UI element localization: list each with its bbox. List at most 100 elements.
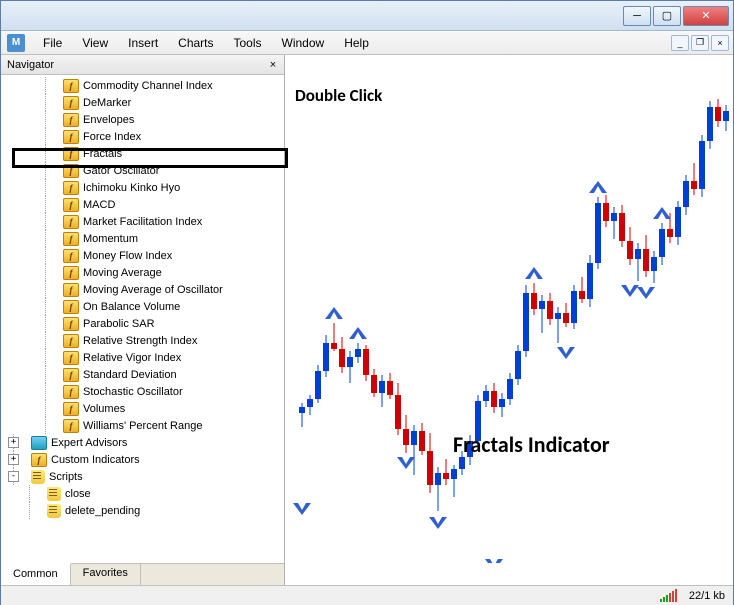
tree-item-relative-strength-index[interactable]: f Relative Strength Index (5, 332, 284, 349)
window-titlebar: ─ ▢ ✕ (1, 1, 733, 31)
tree-label: MACD (83, 199, 115, 211)
app-icon: M (7, 34, 25, 52)
indicator-icon: f (63, 96, 79, 110)
tree-label: Scripts (49, 471, 83, 483)
tree-label: Commodity Channel Index (83, 80, 213, 92)
tree-label: Volumes (83, 403, 125, 415)
connection-bars-icon (660, 590, 677, 602)
nav-tab-favorites[interactable]: Favorites (71, 564, 141, 585)
tree-item-standard-deviation[interactable]: fStandard Deviation (5, 366, 284, 383)
indicator-icon: f (63, 334, 79, 348)
mdi-restore-button[interactable]: ❐ (691, 35, 709, 51)
annotation: Double Click (295, 85, 382, 106)
tree-label: Envelopes (83, 114, 134, 126)
tree-label: Momentum (83, 233, 138, 245)
tree-item-force-index[interactable]: f Force Index (5, 128, 284, 145)
tree-label: Fractals (83, 148, 122, 160)
tree-item-parabolic-sar[interactable]: fParabolic SAR (5, 315, 284, 332)
tree-item-demarker[interactable]: fDeMarker (5, 94, 284, 111)
indicator-icon: f (63, 351, 79, 365)
tree-item-delete-pending[interactable]: delete_pending (5, 502, 284, 519)
tree-item-gator-oscillator[interactable]: fGator Oscillator (5, 162, 284, 179)
tree-item-close[interactable]: close (5, 485, 284, 502)
tree-label: Parabolic SAR (83, 318, 155, 330)
tree-item-market-facilitation-index[interactable]: fMarket Facilitation Index (5, 213, 284, 230)
indicator-icon: f (63, 249, 79, 263)
expander-icon[interactable]: + (8, 437, 19, 448)
tree-item-volumes[interactable]: f Volumes (5, 400, 284, 417)
tree-label: On Balance Volume (83, 301, 180, 313)
minimize-button[interactable]: ─ (623, 6, 651, 26)
tree-label: Relative Strength Index (83, 335, 197, 347)
menu-view[interactable]: View (72, 33, 118, 53)
menu-insert[interactable]: Insert (118, 33, 168, 53)
tree-item-williams-percent-range[interactable]: f Williams' Percent Range (5, 417, 284, 434)
menu-tools[interactable]: Tools (224, 33, 272, 53)
indicator-icon: f (63, 368, 79, 382)
tree-item-momentum[interactable]: fMomentum (5, 230, 284, 247)
indicator-icon: f (63, 283, 79, 297)
tree-item-expert-advisors[interactable]: + Expert Advisors (5, 434, 284, 451)
script-icon (47, 487, 61, 501)
navigator-tabs: CommonFavorites (1, 563, 284, 585)
navigator-panel: Navigator × fCommodity Channel IndexfDeM… (1, 55, 285, 585)
tree-label: Market Facilitation Index (83, 216, 202, 228)
navigator-title: Navigator (7, 59, 54, 71)
navigator-tree[interactable]: fCommodity Channel IndexfDeMarkerfEnvelo… (1, 75, 284, 563)
tree-item-stochastic-oscillator[interactable]: f Stochastic Oscillator (5, 383, 284, 400)
mdi-minimize-button[interactable]: _ (671, 35, 689, 51)
tree-item-envelopes[interactable]: f Envelopes (5, 111, 284, 128)
tree-item-money-flow-index[interactable]: f Money Flow Index (5, 247, 284, 264)
tree-item-scripts[interactable]: - Scripts (5, 468, 284, 485)
advisor-icon (31, 436, 47, 450)
indicator-icon: f (63, 300, 79, 314)
tree-item-moving-average-of-oscillator[interactable]: f Moving Average of Oscillator (5, 281, 284, 298)
menu-help[interactable]: Help (334, 33, 379, 53)
indicator-icon: f (63, 113, 79, 127)
menu-charts[interactable]: Charts (168, 33, 223, 53)
tree-item-moving-average[interactable]: f Moving Average (5, 264, 284, 281)
tree-item-relative-vigor-index[interactable]: f Relative Vigor Index (5, 349, 284, 366)
maximize-button[interactable]: ▢ (653, 6, 681, 26)
close-button[interactable]: ✕ (683, 6, 729, 26)
nav-tab-common[interactable]: Common (1, 563, 71, 585)
chart-area[interactable]: Double ClickFractals Indicator (285, 55, 733, 585)
tree-item-fractals[interactable]: f Fractals (5, 145, 284, 162)
traffic-label: 22/1 kb (689, 590, 725, 602)
tree-label: Williams' Percent Range (83, 420, 202, 432)
navigator-close-icon[interactable]: × (266, 58, 280, 72)
indicator-icon: f (63, 130, 79, 144)
menu-file[interactable]: File (33, 33, 72, 53)
mdi-close-button[interactable]: × (711, 35, 729, 51)
script-icon (47, 504, 61, 518)
script-icon (31, 470, 45, 484)
tree-label: close (65, 488, 91, 500)
tree-item-on-balance-volume[interactable]: f On Balance Volume (5, 298, 284, 315)
indicator-icon: f (63, 266, 79, 280)
indicator-icon: f (31, 453, 47, 467)
menu-window[interactable]: Window (272, 33, 335, 53)
indicator-icon: f (63, 164, 79, 178)
status-bar: 22/1 kb (1, 585, 733, 605)
tree-label: Ichimoku Kinko Hyo (83, 182, 180, 194)
tree-label: Custom Indicators (51, 454, 140, 466)
tree-label: Expert Advisors (51, 437, 127, 449)
indicator-icon: f (63, 147, 79, 161)
tree-label: Stochastic Oscillator (83, 386, 183, 398)
expander-icon[interactable]: - (8, 471, 19, 482)
tree-label: Moving Average of Oscillator (83, 284, 223, 296)
tree-item-commodity-channel-index[interactable]: fCommodity Channel Index (5, 77, 284, 94)
menu-bar: M FileViewInsertChartsToolsWindowHelp _ … (1, 31, 733, 55)
indicator-icon: f (63, 385, 79, 399)
indicator-icon: f (63, 181, 79, 195)
tree-label: Money Flow Index (83, 250, 172, 262)
tree-item-macd[interactable]: fMACD (5, 196, 284, 213)
tree-label: Moving Average (83, 267, 162, 279)
tree-label: Relative Vigor Index (83, 352, 181, 364)
tree-item-custom-indicators[interactable]: + f Custom Indicators (5, 451, 284, 468)
tree-label: Force Index (83, 131, 141, 143)
indicator-icon: f (63, 402, 79, 416)
expander-icon[interactable]: + (8, 454, 19, 465)
tree-item-ichimoku-kinko-hyo[interactable]: f Ichimoku Kinko Hyo (5, 179, 284, 196)
indicator-icon: f (63, 419, 79, 433)
